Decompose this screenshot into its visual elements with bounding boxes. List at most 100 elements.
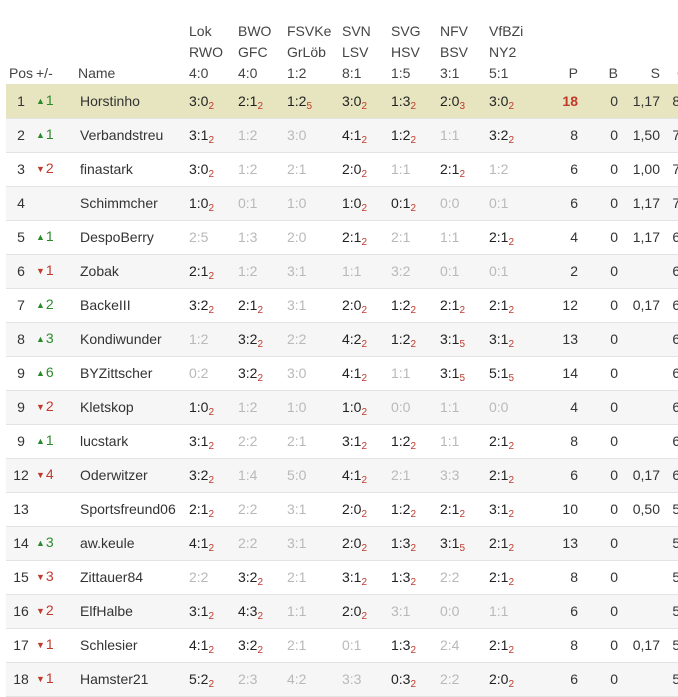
column-header-total[interactable]: G — [660, 0, 678, 84]
column-header-s[interactable]: S — [618, 0, 660, 84]
column-header-pos[interactable]: Pos — [6, 0, 36, 84]
rank-change-value: 1 — [45, 228, 54, 244]
tip-score: 0:1 — [489, 263, 508, 279]
player-name[interactable]: aw.keule — [80, 535, 135, 551]
points-cell: 18 — [562, 92, 578, 109]
s-cell: 0,50 — [632, 501, 660, 517]
column-header-match-5[interactable]: SVG HSV 1:5 — [391, 0, 440, 84]
tip-score: 2:02 — [342, 501, 367, 520]
column-header-match-6[interactable]: NFV BSV 3:1 — [440, 0, 489, 84]
player-name[interactable]: lucstark — [80, 433, 129, 449]
tip-cell: 1:22 — [391, 492, 440, 526]
tip-score: 1:25 — [287, 93, 313, 112]
tip-cell: 2:0 — [287, 220, 342, 254]
tip-points: 2 — [208, 407, 215, 418]
player-name[interactable]: Schlesier — [80, 637, 138, 653]
tip-value: 2:0 — [342, 297, 362, 313]
column-header-match-4[interactable]: SVN LSV 8:1 — [342, 0, 391, 84]
tip-score: 3:15 — [440, 365, 465, 384]
player-name[interactable]: DespoBerry — [80, 229, 154, 245]
table-row[interactable]: 12 ▼4 Oderwitzer 3:22 1:4 5:0 4:12 2:1 3:3 2:12 6 0… — [6, 458, 678, 492]
table-row[interactable]: 15 ▼3 Zittauer84 2:2 3:22 2:1 3:12 1:32 2:2 2:12 8… — [6, 560, 678, 594]
triangle-down-icon: ▼ — [36, 402, 45, 412]
player-name[interactable]: Verbandstreu — [80, 127, 164, 143]
tip-cell: 3:12 — [189, 118, 238, 152]
tip-points: 5 — [306, 100, 313, 112]
rank-change-cell: ▼4 — [36, 458, 78, 492]
table-row[interactable]: 5 ▲1 DespoBerry 2:5 1:3 2:0 2:12 2:1 1:1 2:12 4 0 1,… — [6, 220, 678, 254]
tip-score: 1:02 — [342, 399, 367, 418]
tip-points: 2 — [208, 271, 215, 282]
player-name[interactable]: Sportsfreund06 — [80, 501, 176, 517]
tip-score: 0:32 — [391, 671, 416, 690]
player-name[interactable]: Zittauer84 — [80, 569, 144, 585]
points-cell: 10 — [562, 501, 578, 517]
tip-score: 1:1 — [489, 603, 508, 619]
tip-value: 1:0 — [342, 399, 362, 415]
tip-cell: 1:02 — [189, 390, 238, 424]
tip-score: 3:0 — [287, 127, 306, 143]
table-row[interactable]: 8 ▲3 Kondiwunder 1:2 3:22 2:2 4:22 1:22 3:15 3:12… — [6, 322, 678, 356]
player-name[interactable]: Horstinho — [80, 92, 140, 109]
player-name[interactable]: Oderwitzer — [80, 467, 148, 483]
column-header-points[interactable]: P — [538, 0, 578, 84]
table-row[interactable]: 2 ▲1 Verbandstreu 3:12 1:2 3:0 4:12 1:22 1:1 3:22… — [6, 118, 678, 152]
player-name[interactable]: Zobak — [80, 263, 119, 279]
tip-cell: 1:32 — [391, 560, 440, 594]
tip-points: 2 — [361, 543, 368, 554]
column-header-match-1[interactable]: Lok RWO 4:0 — [189, 0, 238, 84]
player-name[interactable]: Kondiwunder — [80, 331, 162, 347]
tip-value: 3:1 — [342, 433, 362, 449]
tip-points: 2 — [208, 679, 215, 690]
table-row[interactable]: 7 ▲2 BackeIII 3:22 2:12 3:1 2:02 1:22 2:12 2:12 12… — [6, 288, 678, 322]
table-row[interactable]: 13 Sportsfreund06 2:12 2:2 3:1 2:02 1:22 2:12 3:… — [6, 492, 678, 526]
tip-score: 4:12 — [189, 637, 214, 656]
rank-cell: 13 — [13, 501, 29, 517]
tip-cell: 0:12 — [391, 186, 440, 220]
player-name[interactable]: ElfHalbe — [80, 603, 133, 619]
player-name[interactable]: BYZittscher — [80, 365, 153, 381]
triangle-up-icon: ▲ — [36, 436, 45, 446]
column-header-bonus[interactable]: B — [578, 0, 618, 84]
bonus-cell: 0 — [610, 535, 618, 551]
total-cell: 55 — [672, 603, 678, 619]
rank-change-value: 3 — [45, 568, 54, 584]
tip-score: 4:22 — [342, 331, 367, 350]
tip-score: 1:2 — [238, 161, 257, 177]
table-row[interactable]: 9 ▲6 BYZittscher 0:2 3:22 3:0 4:12 1:1 3:15 5:15 1… — [6, 356, 678, 390]
column-header-match-3[interactable]: FSVKe GrLöb 1:2 — [287, 0, 342, 84]
tip-score: 5:22 — [189, 671, 215, 690]
table-row[interactable]: 17 ▼1 Schlesier 4:12 3:22 2:1 0:1 1:32 2:4 2:12 8 0… — [6, 628, 678, 662]
standings-body: 1 ▲1 Horstinho 3:02 2:12 1:25 3:02 1:32 2:03 3:02… — [6, 84, 678, 696]
column-header-name[interactable]: Name — [78, 0, 189, 84]
column-header-match-7[interactable]: VfBZi NY2 5:1 — [489, 0, 538, 84]
tip-value: 0:1 — [238, 195, 258, 211]
total-cell: 61 — [672, 399, 678, 415]
column-header-match-2[interactable]: BWO GFC 4:0 — [238, 0, 287, 84]
tip-points: 2 — [508, 441, 515, 452]
bonus-cell: 0 — [610, 365, 618, 381]
table-row[interactable]: 14 ▲3 aw.keule 4:12 2:2 3:1 2:02 1:32 3:15 2:12 13… — [6, 526, 678, 560]
player-name[interactable]: BackeIII — [80, 297, 131, 313]
column-header-move[interactable]: +/- — [36, 0, 78, 84]
table-row[interactable]: 4 Schimmcher 1:02 0:1 1:0 1:02 0:12 0:0 0:1 6 0 1,1… — [6, 186, 678, 220]
tip-cell: 2:1 — [287, 628, 342, 662]
tip-score: 2:1 — [287, 161, 306, 177]
tip-score: 2:02 — [342, 161, 367, 180]
player-name[interactable]: Kletskop — [80, 399, 134, 415]
rank-change-value: 3 — [45, 330, 54, 346]
tip-cell: 3:3 — [440, 458, 489, 492]
tip-cell: 3:15 — [440, 526, 489, 560]
table-row[interactable]: 1 ▲1 Horstinho 3:02 2:12 1:25 3:02 1:32 2:03 3:02… — [6, 84, 678, 118]
player-name[interactable]: Schimmcher — [80, 195, 158, 211]
player-name[interactable]: finastark — [80, 161, 133, 177]
player-name[interactable]: Hamster21 — [80, 671, 149, 687]
tip-points: 2 — [208, 611, 215, 622]
tip-score: 2:2 — [287, 331, 306, 347]
table-row[interactable]: 3 ▼2 finastark 3:02 1:2 2:1 2:02 1:1 2:12 1:2 6 0 1,… — [6, 152, 678, 186]
table-row[interactable]: 18 ▼1 Hamster21 5:22 2:3 4:2 3:3 0:32 2:2 2:02 6 0 5… — [6, 662, 678, 696]
